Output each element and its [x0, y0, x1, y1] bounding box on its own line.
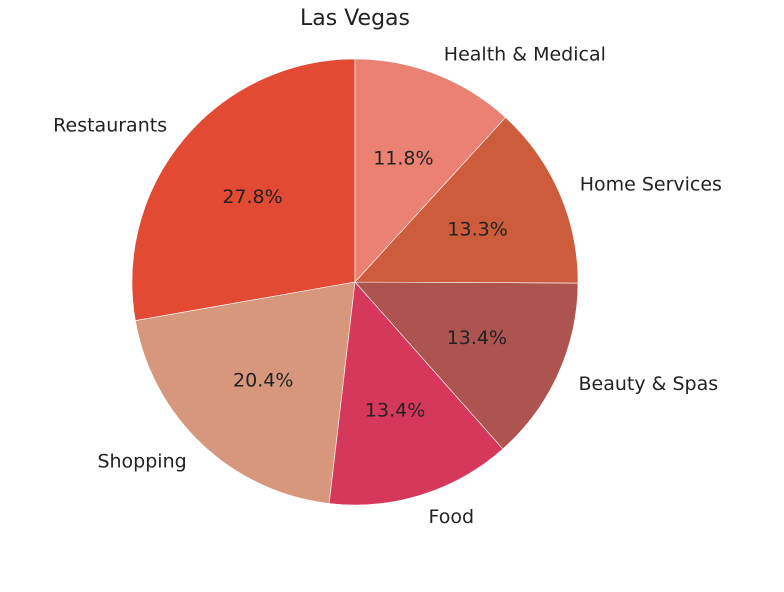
- category-label-shopping: Shopping: [97, 450, 186, 472]
- pie-slices: [131, 58, 579, 506]
- category-label-health-medical: Health & Medical: [444, 43, 606, 65]
- category-label-beauty-spas: Beauty & Spas: [579, 373, 719, 395]
- pie-slice-shopping: [135, 281, 356, 504]
- category-label-restaurants: Restaurants: [53, 114, 167, 136]
- pct-label-beauty-spas: 13.4%: [447, 327, 507, 349]
- pie-slice-health-medical: [354, 58, 506, 283]
- category-label-home-services: Home Services: [580, 174, 722, 196]
- pie-slice-beauty-spas: [354, 281, 579, 450]
- pie-slice-restaurants: [131, 58, 356, 321]
- pct-label-food: 13.4%: [365, 400, 425, 422]
- pie-slice-home-services: [354, 116, 579, 284]
- pie-labels: 27.8% Restaurants 20.4% Shopping 13.4% Food 13…: [53, 43, 722, 528]
- pct-label-health-medical: 11.8%: [373, 147, 433, 169]
- pie-slice-food: [328, 281, 504, 506]
- pct-label-home-services: 13.3%: [447, 218, 507, 240]
- chart-title: Las Vegas: [300, 6, 410, 31]
- pct-label-restaurants: 27.8%: [222, 186, 282, 208]
- pct-label-shopping: 20.4%: [233, 369, 293, 391]
- category-label-food: Food: [429, 506, 475, 528]
